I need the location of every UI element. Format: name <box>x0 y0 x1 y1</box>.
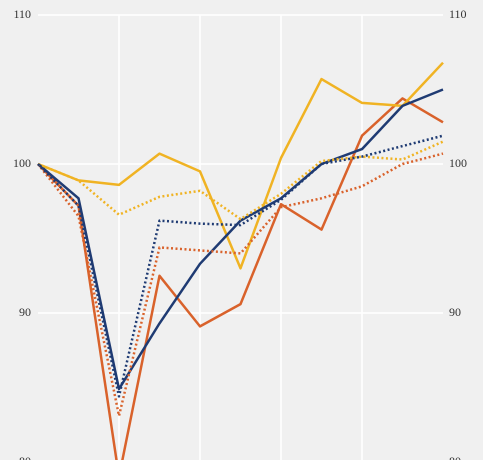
series-line <box>37 140 444 221</box>
y2-tick-label: 110 <box>449 7 467 21</box>
y-tick-label: 100 <box>13 156 31 170</box>
series-line <box>37 88 444 391</box>
series-line <box>37 134 444 398</box>
series-line <box>37 152 444 418</box>
series-line <box>37 97 444 460</box>
y-tick-label: 80 <box>19 454 31 460</box>
y-tick-label: 110 <box>13 7 31 21</box>
y2-tick-label: 80 <box>449 454 461 460</box>
y-tick-label: 90 <box>19 305 31 319</box>
series-line <box>37 61 444 270</box>
y2-tick-label: 100 <box>449 156 467 170</box>
y2-tick-label: 90 <box>449 305 461 319</box>
